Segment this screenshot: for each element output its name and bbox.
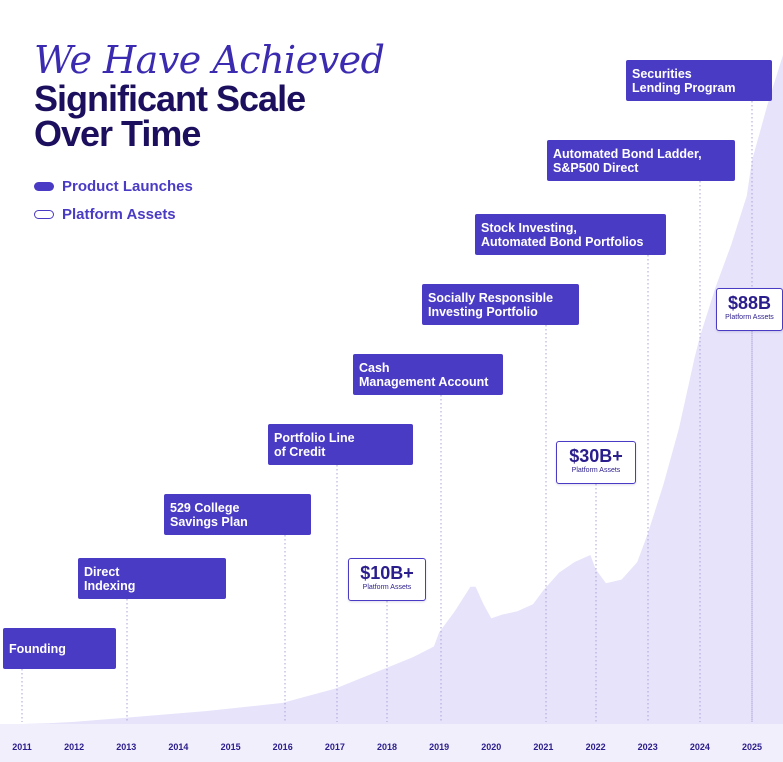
product-launch-label: Lending Program	[632, 80, 736, 95]
product-launch-label: of Credit	[274, 444, 326, 459]
product-launch-box: Cash Management Account	[353, 354, 503, 395]
legend-label: Platform Assets	[62, 206, 176, 223]
product-launch-label: Portfolio Line	[274, 430, 355, 445]
x-tick-label: 2020	[481, 742, 501, 752]
product-launch-box: Portfolio Line of Credit	[268, 424, 413, 465]
product-launch-label: Stock Investing,	[481, 220, 577, 235]
product-launch-box: Stock Investing, Automated Bond Portfolio…	[475, 214, 666, 255]
x-tick-label: 2012	[64, 742, 84, 752]
product-launch-box: Direct Indexing	[78, 558, 226, 599]
asset-value: $10B+	[360, 563, 414, 583]
dotted-lines-layer	[21, 101, 753, 722]
x-tick-label: 2022	[586, 742, 606, 752]
product-launch-label: 529 College	[170, 500, 240, 515]
legend-item-platform-assets: Platform Assets	[34, 206, 176, 223]
product-launch-label: Cash	[359, 360, 390, 375]
asset-callout: $10B+ Platform Assets	[348, 558, 426, 601]
product-launch-label: Indexing	[84, 578, 136, 593]
product-launch-label: Management Account	[359, 374, 489, 389]
product-launch-box: Automated Bond Ladder, S&P500 Direct	[547, 140, 735, 181]
x-tick-label: 2014	[168, 742, 188, 752]
x-tick-label: 2019	[429, 742, 449, 752]
x-tick-label: 2015	[221, 742, 241, 752]
asset-label: Platform Assets	[725, 314, 774, 321]
asset-label: Platform Assets	[571, 467, 621, 474]
asset-callout: $30B+ Platform Assets	[556, 441, 636, 484]
x-tick-label: 2016	[273, 742, 293, 752]
area-layer	[0, 55, 783, 762]
asset-value: $30B+	[569, 446, 623, 466]
x-tick-label: 2011	[12, 742, 32, 752]
product-launch-label: Savings Plan	[170, 514, 248, 529]
axis-band	[0, 724, 783, 762]
product-launch-label: Investing Portfolio	[428, 304, 538, 319]
legend-swatch-filled	[34, 182, 54, 191]
product-launch-box: Founding	[3, 628, 116, 669]
legend-swatch-outline	[34, 210, 54, 219]
x-tick-label: 2018	[377, 742, 397, 752]
title-bold-line-1: Significant Scale	[34, 78, 306, 119]
product-launch-label: Automated Bond Ladder,	[553, 146, 702, 161]
asset-value: $88B	[727, 293, 772, 313]
product-launch-label: Socially Responsible	[428, 290, 554, 305]
x-tick-label: 2017	[325, 742, 345, 752]
product-launch-label: Founding	[9, 641, 66, 656]
product-launch-box: 529 College Savings Plan	[164, 494, 311, 535]
x-tick-label: 2025	[742, 742, 762, 752]
x-axis: 2011 2012 2013 2014 2015 2016 2017 2018 2019 2020…	[12, 742, 762, 752]
legend-label: Product Launches	[62, 178, 193, 195]
title-script-line: We Have Achieved	[34, 38, 385, 82]
asset-label: Platform Assets	[362, 584, 412, 591]
x-tick-label: 2024	[690, 742, 710, 752]
product-launch-label: Direct	[84, 564, 120, 579]
asset-callout: $88B Platform Assets	[716, 288, 783, 331]
platform-assets-area	[0, 55, 783, 724]
x-tick-label: 2023	[638, 742, 658, 752]
product-launch-label: Automated Bond Portfolios	[481, 234, 644, 249]
title-bold-line-2: Over Time	[34, 113, 201, 154]
product-launch-box: Socially Responsible Investing Portfolio	[422, 284, 579, 325]
x-tick-label: 2021	[533, 742, 553, 752]
legend-item-product-launches: Product Launches	[34, 178, 193, 195]
x-tick-label: 2013	[116, 742, 136, 752]
product-launch-label: S&P500 Direct	[553, 160, 639, 175]
product-launch-label: Securities	[632, 66, 692, 81]
product-launch-box: Securities Lending Program	[626, 60, 772, 101]
